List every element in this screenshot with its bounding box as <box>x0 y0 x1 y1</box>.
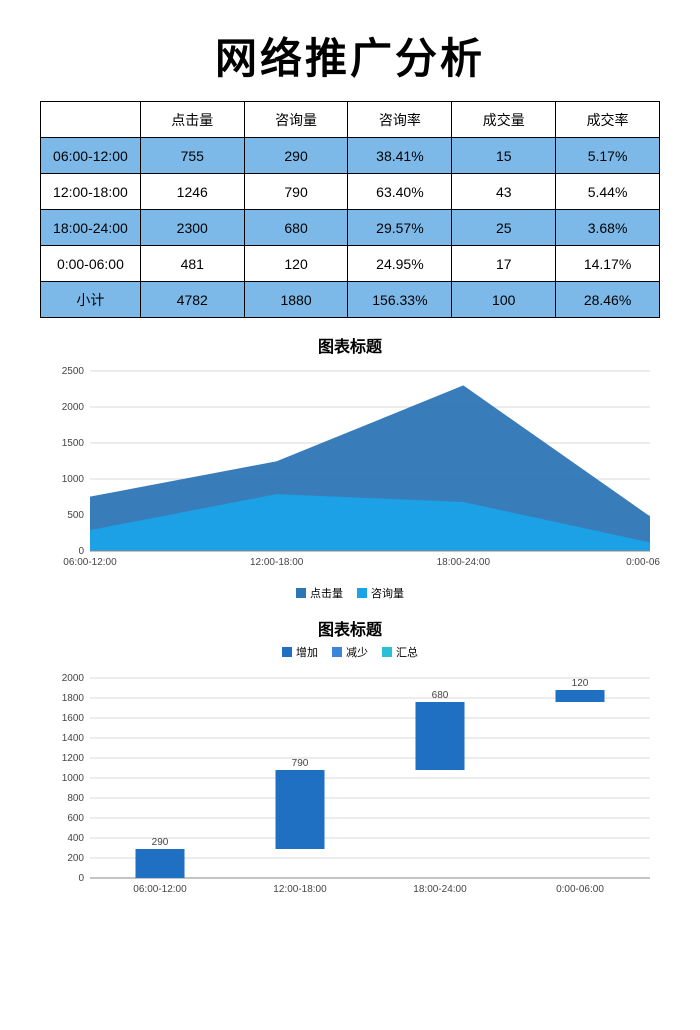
svg-text:1000: 1000 <box>62 773 85 784</box>
table-cell: 29.57% <box>348 210 452 246</box>
svg-text:18:00-24:00: 18:00-24:00 <box>437 557 491 568</box>
svg-text:0:00-06:00: 0:00-06:00 <box>626 557 660 568</box>
legend-label: 汇总 <box>396 644 418 660</box>
waterfall-chart-title: 图表标题 <box>40 616 660 640</box>
table-cell: 5.44% <box>556 174 660 210</box>
area-chart: 图表标题 0 500 1000 1500 2000 2500 06:00-12:00 12:0… <box>40 333 660 601</box>
table-header-cell <box>41 102 141 138</box>
table-cell: 17 <box>452 246 556 282</box>
svg-text:2000: 2000 <box>62 673 85 684</box>
table-cell: 38.41% <box>348 138 452 174</box>
svg-text:0:00-06:00: 0:00-06:00 <box>556 884 604 895</box>
table-row: 06:00-12:0075529038.41%155.17% <box>41 138 660 174</box>
svg-text:2500: 2500 <box>62 366 85 377</box>
legend-swatch <box>357 588 367 598</box>
area-chart-svg: 0 500 1000 1500 2000 2500 06:00-12:00 12:00-18:… <box>40 361 660 581</box>
table-header-cell: 咨询率 <box>348 102 452 138</box>
legend-label: 减少 <box>346 644 368 660</box>
table-cell: 24.95% <box>348 246 452 282</box>
table-cell: 4782 <box>140 282 244 318</box>
table-cell: 290 <box>244 138 348 174</box>
svg-text:290: 290 <box>152 837 169 848</box>
table-cell: 12:00-18:00 <box>41 174 141 210</box>
svg-text:12:00-18:00: 12:00-18:00 <box>273 884 327 895</box>
svg-text:790: 790 <box>292 758 309 769</box>
svg-text:800: 800 <box>67 793 84 804</box>
table-cell: 14.17% <box>556 246 660 282</box>
svg-text:1600: 1600 <box>62 713 85 724</box>
area-chart-legend: 点击量 咨询量 <box>40 585 660 601</box>
svg-text:06:00-12:00: 06:00-12:00 <box>63 557 117 568</box>
table-cell: 15 <box>452 138 556 174</box>
svg-text:1400: 1400 <box>62 733 85 744</box>
svg-text:1200: 1200 <box>62 753 85 764</box>
table-cell: 小计 <box>41 282 141 318</box>
table-cell: 100 <box>452 282 556 318</box>
table-cell: 156.33% <box>348 282 452 318</box>
table-row: 0:00-06:0048112024.95%1714.17% <box>41 246 660 282</box>
table-cell: 5.17% <box>556 138 660 174</box>
data-table: 点击量咨询量咨询率成交量成交率 06:00-12:0075529038.41%1… <box>40 101 660 318</box>
svg-text:400: 400 <box>67 833 84 844</box>
svg-text:500: 500 <box>67 510 84 521</box>
waterfall-chart-svg: 0 200 400 600 800 1000 1200 1400 1600 1800 2000 290… <box>40 668 660 908</box>
legend-label: 增加 <box>296 644 318 660</box>
svg-text:600: 600 <box>67 813 84 824</box>
svg-text:1500: 1500 <box>62 438 85 449</box>
svg-text:680: 680 <box>432 690 449 701</box>
table-cell: 481 <box>140 246 244 282</box>
table-cell: 0:00-06:00 <box>41 246 141 282</box>
svg-text:06:00-12:00: 06:00-12:00 <box>133 884 187 895</box>
svg-text:200: 200 <box>67 853 84 864</box>
table-row: 18:00-24:00230068029.57%253.68% <box>41 210 660 246</box>
table-cell: 3.68% <box>556 210 660 246</box>
table-cell: 120 <box>244 246 348 282</box>
legend-label: 咨询量 <box>371 585 404 601</box>
table-cell: 06:00-12:00 <box>41 138 141 174</box>
legend-swatch <box>282 647 292 657</box>
svg-text:0: 0 <box>78 873 84 884</box>
legend-swatch <box>332 647 342 657</box>
svg-text:2000: 2000 <box>62 402 85 413</box>
table-cell: 43 <box>452 174 556 210</box>
table-header-cell: 点击量 <box>140 102 244 138</box>
table-cell: 1880 <box>244 282 348 318</box>
table-header-cell: 成交率 <box>556 102 660 138</box>
legend-label: 点击量 <box>310 585 343 601</box>
legend-swatch <box>296 588 306 598</box>
area-chart-title: 图表标题 <box>40 333 660 357</box>
table-cell: 1246 <box>140 174 244 210</box>
svg-text:12:00-18:00: 12:00-18:00 <box>250 557 304 568</box>
waterfall-chart-legend: 增加 减少 汇总 <box>40 644 660 660</box>
legend-item: 汇总 <box>382 644 418 660</box>
table-row: 12:00-18:00124679063.40%435.44% <box>41 174 660 210</box>
svg-text:1800: 1800 <box>62 693 85 704</box>
legend-item: 点击量 <box>296 585 343 601</box>
waterfall-chart: 图表标题 增加 减少 汇总 0 200 400 600 800 1000 1200 1400 160… <box>40 616 660 908</box>
table-cell: 790 <box>244 174 348 210</box>
legend-item: 咨询量 <box>357 585 404 601</box>
legend-item: 增加 <box>282 644 318 660</box>
table-cell: 28.46% <box>556 282 660 318</box>
legend-item: 减少 <box>332 644 368 660</box>
table-header-cell: 咨询量 <box>244 102 348 138</box>
table-cell: 25 <box>452 210 556 246</box>
table-cell: 680 <box>244 210 348 246</box>
table-cell: 2300 <box>140 210 244 246</box>
table-cell: 755 <box>140 138 244 174</box>
table-header-cell: 成交量 <box>452 102 556 138</box>
svg-text:1000: 1000 <box>62 474 85 485</box>
svg-text:120: 120 <box>572 678 589 689</box>
svg-text:18:00-24:00: 18:00-24:00 <box>413 884 467 895</box>
table-row: 小计47821880156.33%10028.46% <box>41 282 660 318</box>
svg-text:0: 0 <box>78 546 84 557</box>
table-cell: 18:00-24:00 <box>41 210 141 246</box>
table-cell: 63.40% <box>348 174 452 210</box>
legend-swatch <box>382 647 392 657</box>
page-title: 网络推广分析 <box>0 0 700 101</box>
